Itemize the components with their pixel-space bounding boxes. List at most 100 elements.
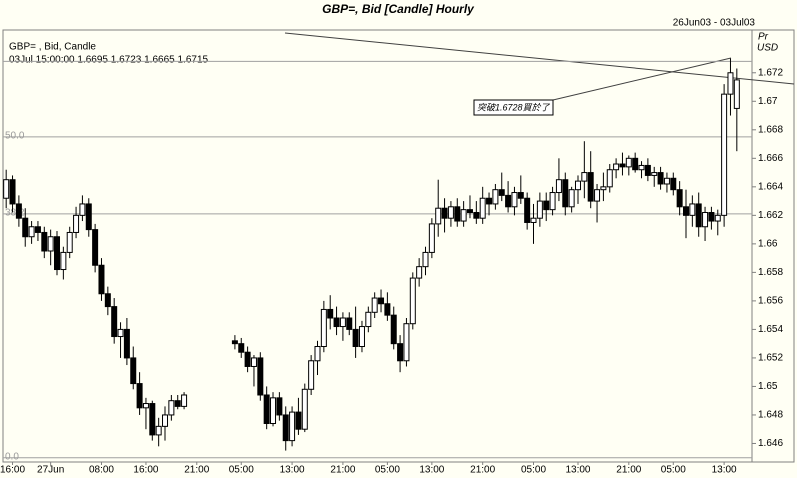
candle-body <box>460 209 467 222</box>
candle-body <box>79 203 86 216</box>
candle-body <box>447 206 454 219</box>
candle-body <box>162 414 169 427</box>
candle-body <box>130 357 137 385</box>
candle-body <box>378 297 385 305</box>
y-tick-label: 1.656 <box>758 296 783 307</box>
candle-body <box>733 79 740 109</box>
annotation: 突破1.6728買於了 <box>477 102 551 112</box>
x-tick-label: 13:00 <box>280 465 305 476</box>
x-tick-label: 05:00 <box>229 465 254 476</box>
candle-body <box>34 226 41 233</box>
candle-body <box>352 328 359 348</box>
x-tick-label: 05:00 <box>375 465 400 476</box>
candle-body <box>409 277 416 325</box>
y-tick-label: 1.65 <box>758 381 778 392</box>
candle-body <box>98 264 105 295</box>
x-tick-label: 21:00 <box>330 465 355 476</box>
candle-body <box>676 189 683 208</box>
candle-body <box>41 231 48 252</box>
candle-body <box>73 214 80 233</box>
candle-body <box>441 207 448 219</box>
y-tick-label: 1.668 <box>758 124 783 135</box>
candle-body <box>435 207 442 225</box>
candle-body <box>663 177 670 185</box>
candle-body <box>320 308 327 348</box>
y-tick-label: 1.658 <box>758 267 783 278</box>
candle-body <box>238 343 245 353</box>
candle-body <box>60 251 67 271</box>
candle-body <box>257 357 264 396</box>
candle-body <box>22 217 29 238</box>
candle-body <box>371 297 378 313</box>
candle-body <box>682 206 689 216</box>
candle-body <box>568 189 575 208</box>
candle-body <box>466 209 473 213</box>
candle-body <box>123 328 130 359</box>
candle-body <box>168 400 175 416</box>
candle-body <box>536 200 543 219</box>
candle-body <box>403 323 410 362</box>
candle-body <box>670 177 677 191</box>
annotation-box <box>473 99 554 116</box>
x-tick-label: 21:00 <box>470 465 495 476</box>
candle-body <box>66 231 73 253</box>
candle-body <box>422 251 429 268</box>
candle-body <box>600 186 607 191</box>
x-tick-label: 16:00 <box>133 465 158 476</box>
axis-label: USD <box>757 43 778 54</box>
candle-body <box>581 172 588 182</box>
candle-body <box>15 203 22 219</box>
y-tick-label: 1.672 <box>758 67 783 78</box>
candle-body <box>625 157 632 168</box>
candle-body <box>505 194 512 208</box>
candle-body <box>250 357 257 367</box>
candle-body <box>543 200 550 211</box>
x-tick-label: 21:00 <box>184 465 209 476</box>
y-tick-label: 1.66 <box>758 239 778 250</box>
legend-text: GBP= , Bid, Candle <box>9 42 96 53</box>
candle-body <box>136 383 143 409</box>
candle-body <box>594 189 601 202</box>
candle-body <box>263 394 270 425</box>
candle-body <box>346 317 353 330</box>
candle-body <box>695 203 702 228</box>
candle-body <box>390 314 397 345</box>
x-tick-label: 16:00 <box>0 465 25 476</box>
candle-body <box>714 214 721 222</box>
candle-body <box>492 189 499 205</box>
y-tick-label: 1.67 <box>758 96 778 107</box>
candle-body <box>289 411 296 442</box>
candle-body <box>689 203 696 216</box>
candle-body <box>638 164 645 171</box>
level-label: 50.0 <box>5 131 25 142</box>
candle-body <box>231 340 238 345</box>
y-tick-label: 1.666 <box>758 153 783 164</box>
candle-body <box>155 425 162 436</box>
candle-body <box>562 179 569 208</box>
legend-text: 03Jul 15:00:00 1.6695 1.6723 1.6665 1.67… <box>9 55 209 66</box>
candle-body <box>574 180 581 191</box>
candle-body <box>295 411 302 430</box>
date-range: 26Jun03 - 03Jul03 <box>673 18 756 29</box>
candle-body <box>727 72 734 95</box>
candle-body <box>397 343 404 362</box>
trend-line <box>284 32 795 85</box>
y-tick-label: 1.654 <box>758 324 783 335</box>
candle-body <box>365 311 372 328</box>
candle-body <box>524 197 531 223</box>
candle-body <box>613 163 620 171</box>
y-tick-label: 1.646 <box>758 438 783 449</box>
candle-body <box>47 236 54 252</box>
candle-body <box>117 328 124 338</box>
candle-body <box>530 217 537 223</box>
candle-body <box>244 351 251 367</box>
candle-body <box>3 179 10 199</box>
candle-body <box>339 317 346 328</box>
candle-body <box>651 172 658 176</box>
plot-frame <box>2 29 795 463</box>
y-tick-label: 1.662 <box>758 210 783 221</box>
candle-body <box>384 303 391 316</box>
candle-body <box>511 192 518 208</box>
